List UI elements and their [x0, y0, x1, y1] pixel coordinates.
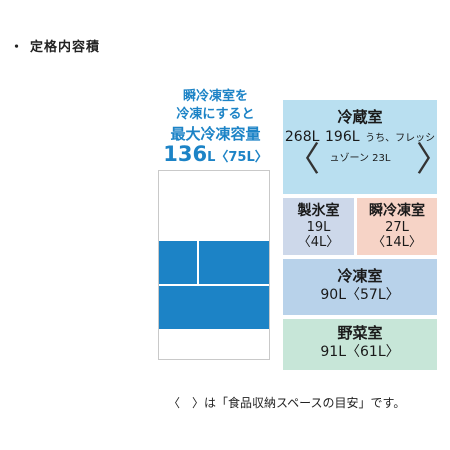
fridge-total: 268L	[284, 129, 320, 145]
freezer-values: 90L〈57L〉	[283, 286, 437, 305]
footnote: 〈 〉は「食品収納スペースの目安」です。	[168, 396, 406, 410]
ice-compartment-highlight	[159, 241, 197, 284]
ice-name: 製氷室	[297, 203, 340, 219]
freezer-header-line1: 瞬冷凍室を	[182, 89, 248, 104]
freezer-compartment-highlight	[159, 286, 269, 329]
freezer-food: 〈57L〉	[346, 287, 400, 303]
fridge-name: 冷蔵室	[337, 108, 383, 126]
freezer-name: 冷凍室	[337, 267, 383, 285]
freezer-header-line3: 最大冷凍容量	[170, 125, 261, 143]
instant-freeze-name: 瞬冷凍室	[369, 203, 425, 219]
freezer-total: 90L	[320, 287, 346, 303]
freezer-header-line2: 冷凍にすると	[176, 107, 255, 122]
ice-food: 〈4L〉	[297, 235, 340, 250]
bracket-left-icon: 〈	[286, 140, 320, 180]
fridge-fresh-zone-note: うち、フレッシュゾーン 23L	[329, 133, 436, 164]
max-capacity-unit: L	[207, 150, 216, 165]
vegetable-compartment-section	[159, 333, 269, 359]
vegetable-compartment-box: 野菜室 91L〈61L〉	[283, 319, 437, 370]
bracket-right-icon: 〉	[416, 140, 450, 180]
ice-compartment-box: 製氷室 19L 〈4L〉	[283, 198, 354, 255]
section-title-text: 定格内容積	[30, 40, 101, 55]
vegetable-total: 91L	[320, 344, 346, 360]
vegetable-name: 野菜室	[337, 324, 383, 342]
max-capacity-value: 136	[163, 142, 208, 166]
bullet-icon: ・	[10, 40, 25, 55]
instant-freeze-food: 〈14L〉	[372, 235, 422, 250]
instant-freeze-compartment-highlight	[199, 241, 269, 284]
instant-freeze-compartment-box: 瞬冷凍室 27L 〈14L〉	[357, 198, 437, 255]
instant-freeze-total: 27L	[385, 220, 409, 235]
freezer-compartment-box: 冷凍室 90L〈57L〉	[283, 259, 437, 315]
ice-total: 19L	[306, 220, 331, 235]
fridge-illustration	[158, 170, 270, 360]
max-freezer-capacity: 136L〈75L〉	[148, 144, 283, 168]
fridge-food: 196L	[325, 129, 360, 145]
vegetable-values: 91L〈61L〉	[283, 343, 437, 362]
max-capacity-food: 〈75L〉	[215, 150, 268, 165]
section-title: ・定格内容積	[10, 36, 100, 55]
vegetable-food: 〈61L〉	[346, 344, 400, 360]
fridge-compartment-box: 冷蔵室 268L 196L うち、フレッシュゾーン 23L	[283, 100, 437, 194]
fridge-door-section	[159, 171, 269, 237]
